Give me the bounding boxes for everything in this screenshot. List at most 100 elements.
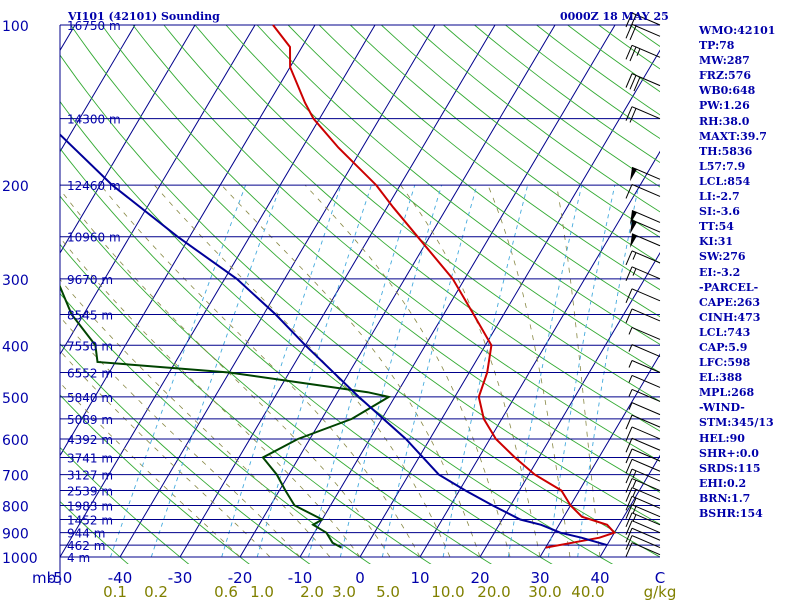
dewpoint-profile-line	[60, 284, 392, 549]
moist-adiabat	[60, 316, 301, 558]
wind-barb	[625, 106, 661, 123]
height-label: 3127 m	[67, 469, 113, 483]
mixing-ratio-line	[256, 184, 372, 558]
wind-barbs	[625, 12, 661, 557]
wind-barb	[625, 468, 661, 484]
height-label: 462 m	[67, 539, 105, 553]
barb-shaft	[631, 344, 661, 358]
temperature-tick-label: -10	[288, 569, 313, 587]
wind-barb	[625, 266, 661, 282]
dry-adiabat	[287, 24, 660, 318]
mixing-ratio-line	[308, 184, 416, 558]
temperature-tick-label: -30	[168, 569, 193, 587]
barb-shaft	[631, 12, 661, 26]
mixing-ratio-line	[221, 184, 342, 558]
barb-full	[633, 76, 641, 92]
wind-barb	[625, 520, 661, 535]
barb-half	[628, 360, 633, 368]
barb-full	[625, 184, 633, 199]
moist-adiabat	[221, 184, 481, 558]
barb-full	[625, 45, 633, 60]
mixing-ratio-line	[507, 184, 583, 558]
barb-full	[629, 108, 637, 123]
dry-adiabat	[256, 24, 660, 345]
index-item: BRN:1.7	[699, 491, 751, 505]
barb-shaft	[631, 458, 661, 472]
isotherm-line	[60, 24, 196, 254]
height-label: 16750 m	[67, 19, 121, 33]
pressure-tick-label: 800	[2, 499, 29, 515]
temperature-tick-label: -50	[48, 569, 73, 587]
isotherm-line	[60, 24, 136, 153]
index-item: CINH:473	[699, 310, 761, 324]
index-item: MW:287	[699, 54, 750, 68]
index-item: FRZ:576	[699, 69, 752, 83]
index-item: PW:1.26	[699, 99, 750, 113]
barb-shaft	[631, 414, 661, 428]
height-label: 14300 m	[67, 113, 121, 127]
height-label: 12460 m	[67, 179, 121, 193]
pressure-unit-label: mb	[32, 569, 56, 587]
height-label: 9670 m	[67, 273, 113, 287]
wind-barb	[625, 250, 661, 266]
wind-barb	[625, 426, 661, 442]
barb-shaft	[631, 374, 661, 388]
barb-shaft	[631, 44, 661, 58]
barb-flag	[630, 220, 637, 235]
moist-adiabat	[60, 237, 361, 558]
height-label: 7550 m	[67, 339, 113, 353]
barb-shaft	[631, 326, 661, 340]
wind-barb	[625, 437, 661, 453]
pressure-tick-label: 600	[2, 433, 29, 449]
height-label: 5089 m	[67, 413, 113, 427]
index-item: CAP:5.9	[699, 340, 748, 354]
wind-barb	[625, 527, 661, 543]
barb-full	[625, 504, 633, 519]
pressure-tick-label: 1000	[2, 551, 38, 567]
wind-barb	[630, 209, 661, 225]
moist-adiabat	[60, 188, 391, 558]
barb-half	[632, 268, 637, 276]
barb-shaft	[631, 106, 661, 120]
barb-full	[625, 512, 633, 528]
index-item: LCL:743	[699, 325, 751, 339]
pressure-tick-label: 300	[2, 273, 29, 289]
barb-half	[636, 48, 641, 56]
index-item: HEL:90	[699, 431, 745, 445]
barb-full	[625, 414, 633, 430]
index-item: TH:5836	[699, 144, 753, 158]
height-label: 1452 m	[67, 513, 113, 527]
barb-shaft	[631, 426, 661, 440]
wind-barb	[625, 478, 661, 493]
barb-full	[625, 478, 633, 493]
mixing-ratio-label: 0.1	[103, 583, 127, 600]
barb-shaft	[631, 478, 661, 491]
index-item: SI:-3.6	[699, 205, 740, 219]
index-item: KI:31	[699, 235, 734, 249]
wind-barb	[625, 512, 661, 528]
wind-barb	[625, 487, 661, 502]
index-item: LFC:598	[699, 356, 751, 370]
isotherm-line	[239, 24, 556, 558]
barb-flag	[630, 233, 637, 248]
wind-barb	[628, 326, 661, 340]
dry-adiabat	[60, 147, 553, 564]
barb-full	[625, 459, 633, 474]
mixing-ratio-label: 5.0	[376, 583, 400, 600]
isotherm-line	[359, 49, 660, 558]
pressure-tick-label: 500	[2, 391, 29, 407]
mixing-ratio-label: 0.2	[144, 583, 168, 600]
sounding-series	[60, 24, 617, 549]
wind-barb	[625, 183, 661, 199]
dry-adiabat	[60, 446, 190, 564]
temperature-tick-label: C	[655, 569, 665, 587]
index-item: CAPE:263	[699, 295, 760, 309]
barb-full	[629, 75, 637, 90]
mixing-ratio-label: 0.6	[214, 583, 238, 600]
barb-half	[628, 375, 633, 383]
mixing-ratio-label: 30.0	[528, 583, 561, 600]
barb-half	[632, 252, 637, 260]
barb-shaft	[631, 250, 661, 264]
